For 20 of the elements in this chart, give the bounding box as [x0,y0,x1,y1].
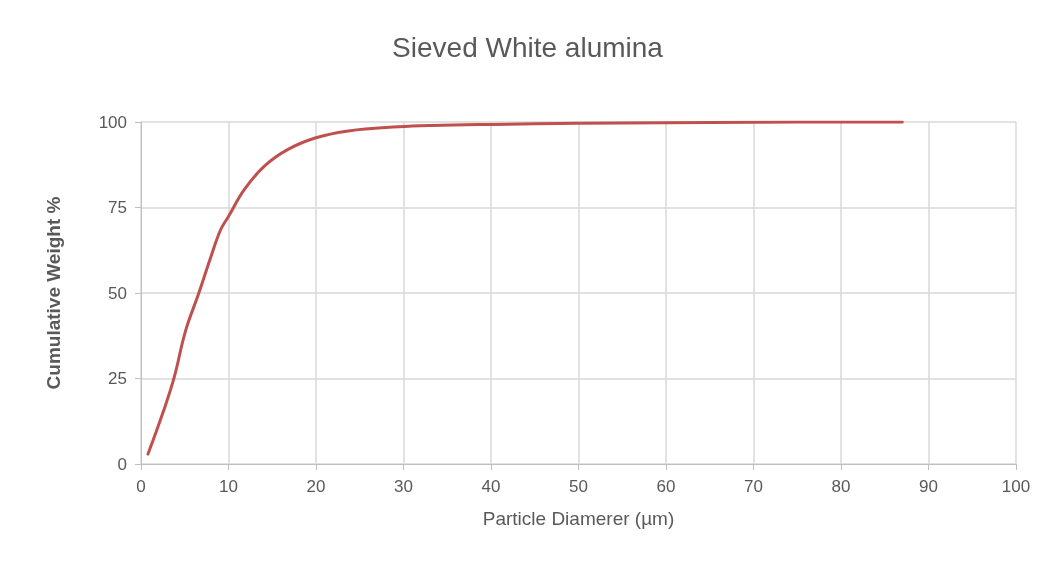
x-tick-label: 80 [831,477,851,496]
y-tick-label: 25 [108,369,127,388]
line-series [146,120,904,456]
x-axis-title: Particle Diamerer (µm) [482,508,675,529]
y-tick-label: 50 [108,283,127,303]
x-tick-label: 100 [1001,477,1031,496]
chart-title: Sieved White alumina [392,31,664,63]
y-tick-label: 100 [98,112,127,132]
y-tick-label: 75 [108,198,127,217]
x-tick-label: 50 [569,477,588,496]
x-tick-label: 70 [744,477,763,496]
x-tick-label: 10 [219,477,238,496]
x-tick-label: 20 [306,477,326,496]
x-tick-label: 60 [656,477,676,496]
x-tick-label: 40 [481,477,501,496]
x-tick-label: 30 [394,477,413,496]
y-axis-title: Cumulative Weight % [43,196,64,390]
x-tick-label: 90 [919,477,938,496]
y-tick-label: 0 [117,454,127,474]
x-tick-label: 0 [136,477,146,496]
